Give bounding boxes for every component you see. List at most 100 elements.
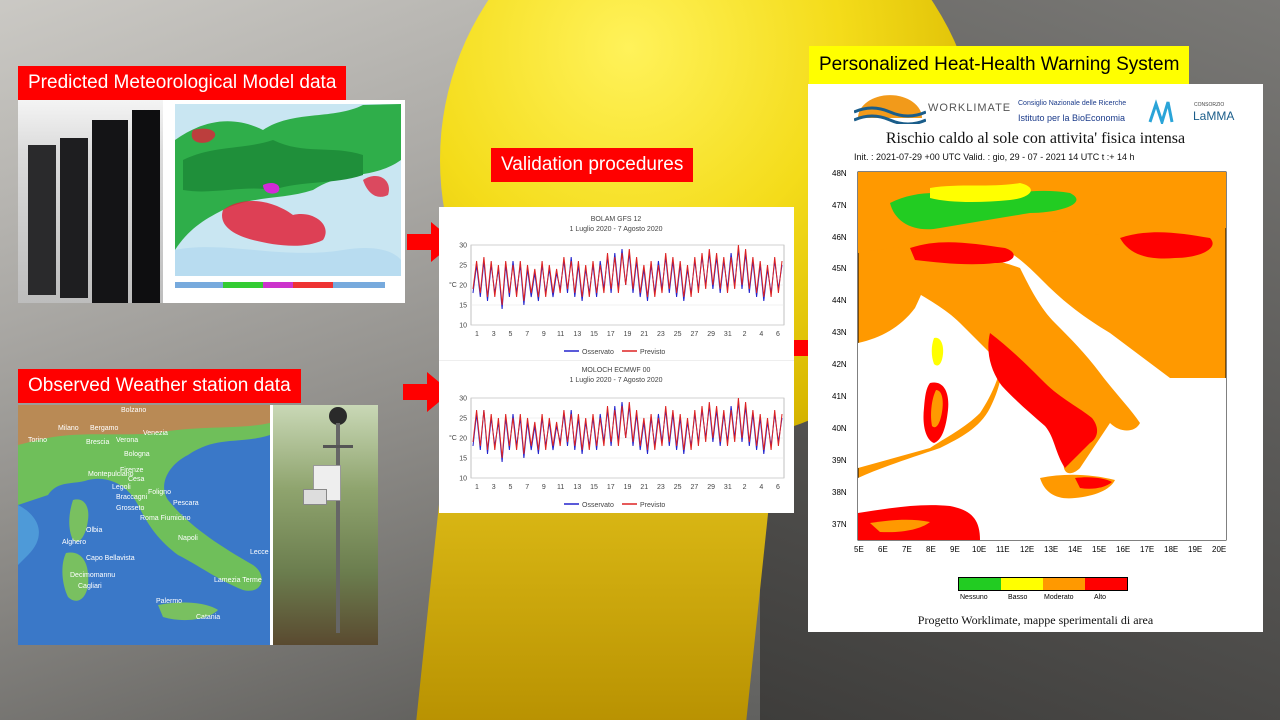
lon-label: 17E: [1140, 545, 1154, 554]
legend-label: Basso: [1008, 594, 1028, 601]
station-sensor-ball: [329, 407, 347, 425]
weather-station-photo: [273, 405, 378, 645]
lon-label: 14E: [1068, 545, 1082, 554]
chart-subtitle: 1 Luglio 2020 - 7 Agosto 2020: [569, 377, 662, 384]
observed-panel: Bolzano Milano Bergamo Torino Brescia Ve…: [18, 405, 378, 645]
legend-label: Alto: [1094, 594, 1107, 601]
lon-label: 18E: [1164, 545, 1178, 554]
lat-label: 37N: [832, 520, 847, 529]
legend-entry: Previsto: [640, 349, 665, 356]
chart-moloch: MOLOCH ECMWF 00 1 Luglio 2020 - 7 Agosto…: [439, 360, 794, 509]
x-tick-label: 2: [743, 331, 747, 338]
lon-label: 20E: [1212, 545, 1226, 554]
legend-swatch: [1043, 578, 1085, 590]
warning-map-panel: WORKLIMATE Consiglio Nazionale delle Ric…: [808, 84, 1263, 632]
y-tick-label: 30: [459, 243, 467, 250]
y-tick-label: 15: [459, 303, 467, 310]
server-room-photo: [18, 100, 163, 303]
lon-label: 16E: [1116, 545, 1130, 554]
lamma-logo-line1: CONSORZIO: [1194, 102, 1225, 108]
y-tick-label: 30: [459, 396, 467, 403]
lat-label: 44N: [832, 296, 847, 305]
server-rack: [132, 110, 160, 303]
worklimate-logo-icon: [854, 95, 926, 124]
station-label: Verona: [116, 437, 139, 444]
lon-label: 12E: [1020, 545, 1034, 554]
station-label: Foligno: [148, 489, 171, 496]
station-label: Brescia: [86, 439, 110, 446]
x-tick-label: 25: [674, 484, 682, 491]
x-tick-label: 5: [508, 484, 512, 491]
y-tick-label: 25: [459, 416, 467, 423]
x-tick-label: 6: [776, 331, 780, 338]
station-label: Bologna: [124, 451, 150, 458]
lon-label: 19E: [1188, 545, 1202, 554]
x-tick-label: 17: [607, 484, 615, 491]
station-label: Olbia: [86, 527, 103, 534]
y-tick-label: 15: [459, 456, 467, 463]
y-tick-label: 10: [459, 323, 467, 330]
station-label: Venezia: [143, 430, 168, 437]
x-tick-label: 29: [707, 484, 715, 491]
lon-label: 7E: [902, 545, 912, 554]
lon-label: 9E: [950, 545, 960, 554]
lat-label: 43N: [832, 328, 847, 337]
label-warning: Personalized Heat-Health Warning System: [809, 46, 1190, 84]
lon-label: 8E: [926, 545, 936, 554]
lat-label: 47N: [832, 201, 847, 210]
x-tick-label: 1: [475, 484, 479, 491]
station-label: Cagliari: [78, 583, 102, 590]
station-label: Palermo: [156, 598, 183, 605]
station-label: Milano: [58, 425, 79, 432]
station-label: Grosseto: [116, 505, 145, 512]
x-tick-label: 27: [690, 484, 698, 491]
label-observed: Observed Weather station data: [18, 369, 301, 403]
x-tick-label: 13: [573, 484, 581, 491]
station-label: Bolzano: [121, 407, 147, 414]
station-label: Napoli: [178, 535, 198, 542]
x-tick-label: 19: [624, 331, 632, 338]
station-label: Cesa: [128, 476, 145, 483]
x-tick-label: 11: [557, 331, 564, 338]
x-tick-label: 9: [542, 331, 546, 338]
station-label: Lamezia Terme: [214, 577, 262, 584]
chart-legend: Osservato Previsto: [564, 349, 665, 356]
y-tick-label: 20: [459, 283, 467, 290]
lat-label: 41N: [832, 392, 847, 401]
station-label: Roma Fiumicino: [140, 515, 191, 522]
x-tick-label: 2: [743, 484, 747, 491]
x-tick-label: 15: [590, 331, 598, 338]
x-tick-label: 3: [492, 484, 496, 491]
x-tick-label: 6: [776, 484, 780, 491]
series-line: [472, 397, 783, 459]
cnr-logo-line2: Istituto per la BioEconomia: [1018, 113, 1126, 123]
lat-label: 39N: [832, 456, 847, 465]
x-tick-label: 15: [590, 484, 598, 491]
map-footer: Progetto Worklimate, mappe sperimentali …: [917, 613, 1154, 627]
station-label: Alghero: [62, 539, 87, 546]
lat-label: 45N: [832, 264, 847, 273]
chart-subtitle: 1 Luglio 2020 - 7 Agosto 2020: [569, 226, 662, 233]
x-tick-label: 7: [525, 484, 529, 491]
legend-entry: Osservato: [582, 349, 614, 356]
station-label: Decimomannu: [70, 572, 116, 579]
x-tick-label: 23: [657, 331, 665, 338]
x-tick-label: 11: [557, 484, 564, 491]
risk-legend-labels: Nessuno Basso Moderato Alto: [958, 594, 1128, 604]
lamma-logo-line2: LaMMA: [1193, 109, 1235, 123]
station-label: Catania: [196, 614, 221, 621]
station-label: Firenze: [120, 467, 144, 474]
station-labels: Bolzano Milano Bergamo Torino Brescia Ve…: [18, 405, 270, 645]
legend-label: Moderato: [1044, 594, 1074, 601]
legend-label: Nessuno: [960, 594, 988, 601]
lon-label: 10E: [972, 545, 986, 554]
lon-label: 5E: [854, 545, 864, 554]
server-rack: [60, 138, 88, 298]
lat-label: 48N: [832, 169, 847, 178]
lat-label: 46N: [832, 233, 847, 242]
x-tick-label: 1: [475, 331, 479, 338]
label-predicted: Predicted Meteorological Model data: [18, 66, 347, 100]
x-tick-label: 23: [657, 484, 665, 491]
